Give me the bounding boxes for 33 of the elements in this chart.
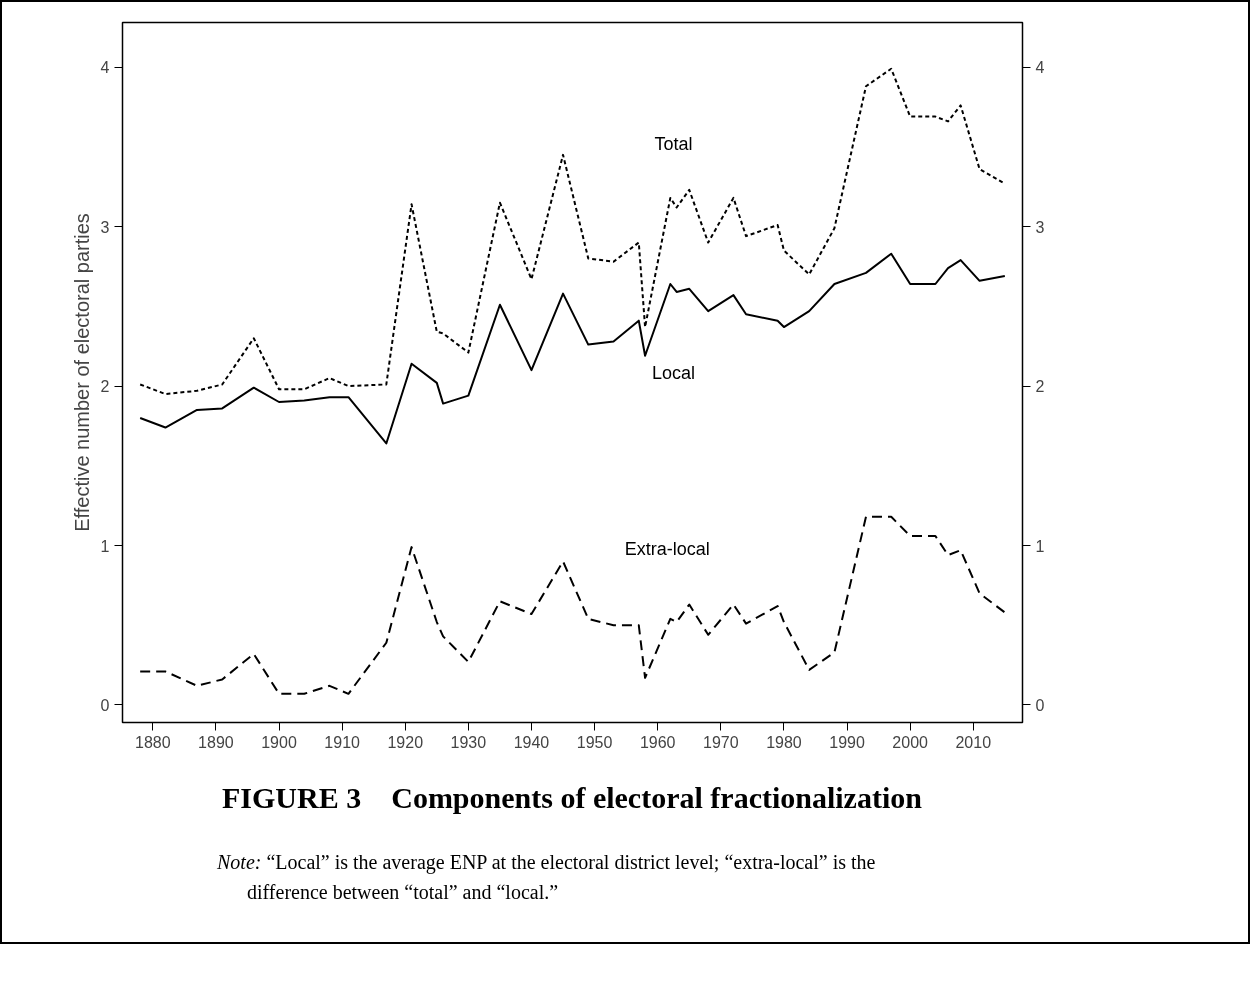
- x-tick-label: 1910: [324, 733, 361, 751]
- line-series: [139, 67, 1006, 396]
- x-tick-label: 1930: [450, 733, 487, 751]
- y-axis-title: Effective number of electoral parties: [70, 213, 93, 532]
- y-tick-label: 4: [100, 59, 110, 77]
- y2-tick-label: 1: [1035, 537, 1045, 555]
- y-tick-label: 0: [100, 696, 110, 714]
- x-tick-label: 1950: [576, 733, 613, 751]
- x-tick-label: 2000: [892, 733, 929, 751]
- x-tick-label: 1890: [198, 733, 234, 751]
- y-tick-label: 1: [100, 537, 110, 555]
- x-tick-label: 1970: [703, 733, 739, 751]
- y2-tick-label: 0: [1035, 696, 1045, 714]
- text: FIGURE 3 Components of electoral fractionalization: [221, 780, 923, 816]
- y2-tick-label: 3: [1035, 218, 1045, 236]
- x-tick-label: 1990: [829, 733, 865, 751]
- x-tick-label: 1980: [766, 733, 802, 751]
- text: Total: [654, 133, 693, 154]
- y-tick-label: 3: [100, 218, 110, 236]
- y-tick-label: 2: [100, 378, 110, 396]
- line-series: [139, 515, 1006, 695]
- y2-tick-label: 2: [1035, 378, 1045, 396]
- text: Extra-local: [624, 538, 710, 559]
- x-tick-label: 1940: [513, 733, 550, 751]
- text: Note: “Local” is the average ENP at the electoral district level; “extra-local” is the difference between “total” and “local.”: [217, 850, 877, 905]
- x-tick-label: 1900: [261, 733, 297, 751]
- line-series: [139, 252, 1006, 445]
- x-tick-label: 1960: [639, 733, 676, 751]
- x-tick-label: 1920: [387, 733, 424, 751]
- series-label: Local: [651, 363, 695, 384]
- y2-tick-label: 4: [1035, 59, 1045, 77]
- x-tick-label: 1880: [135, 733, 171, 751]
- x-tick-label: 2010: [955, 733, 992, 751]
